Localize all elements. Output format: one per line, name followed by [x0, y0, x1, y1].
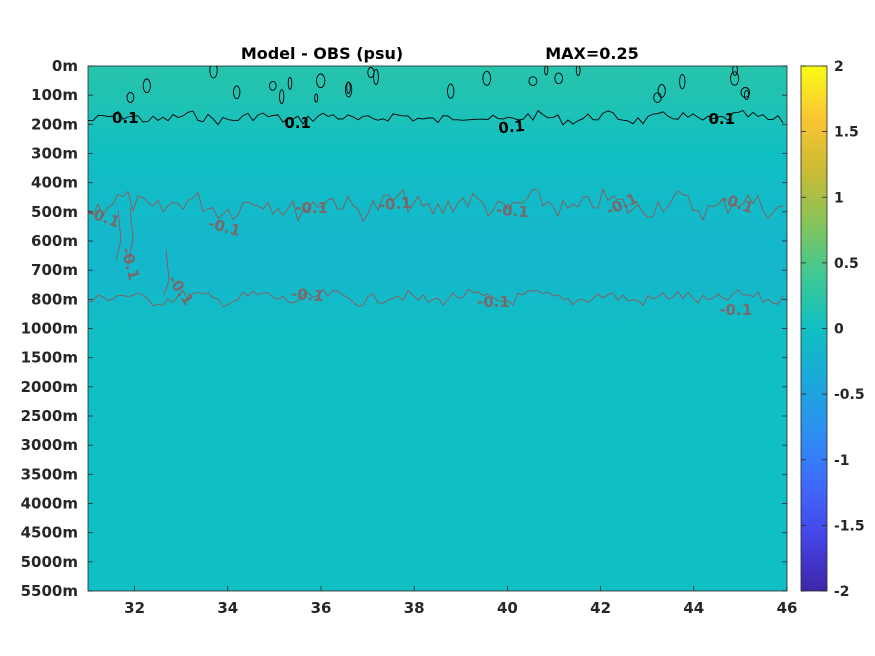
plot-area	[88, 66, 787, 591]
chart-title: Model - OBS (psu)	[241, 44, 403, 63]
x-tick-label: 42	[590, 599, 611, 617]
colorbar-tick-label: 0.5	[834, 256, 859, 272]
y-tick-label: 400m	[31, 174, 78, 192]
colorbar-tick-label: 2	[834, 59, 844, 75]
x-tick-label: 40	[497, 599, 518, 617]
contour-0.1-blob	[554, 72, 564, 85]
contour-0.1-blob	[740, 87, 751, 98]
contour-label: 0.1	[708, 110, 735, 128]
colorbar-tick-label: 0	[834, 322, 844, 338]
contour-0.1-blob	[730, 71, 740, 86]
contour-0.1-blob	[575, 66, 581, 77]
y-tick-label: 800m	[31, 290, 78, 308]
y-tick-label: 1500m	[21, 349, 78, 367]
colorbar-tick-label: -0.5	[834, 387, 865, 403]
y-tick-label: 700m	[31, 261, 78, 279]
x-tick-label: 36	[311, 599, 332, 617]
contour-label: -0.1	[290, 285, 324, 306]
contour-0.1-blob	[732, 66, 738, 76]
y-axis: 0m 100m 200m 300m 400m 500m 600m 700m 800m 1000m 1…	[21, 57, 787, 600]
contour-0.1-blob	[316, 73, 326, 89]
y-tick-label: 200m	[31, 115, 78, 133]
contour-0.1-blob	[528, 76, 538, 86]
colorbar-tick-label: 1.5	[834, 125, 859, 141]
colorbar-tick-label: -1	[834, 453, 850, 469]
y-tick-label: 300m	[31, 145, 78, 163]
y-tick-label: 4500m	[21, 524, 78, 542]
chart-subtitle-max: MAX=0.25	[545, 44, 639, 63]
contour-label: 0.1	[284, 114, 311, 132]
y-tick-label: 0m	[52, 57, 78, 75]
x-tick-label: 44	[683, 599, 704, 617]
x-tick-label: 38	[404, 599, 425, 617]
contour-minus-0.1-spike	[115, 209, 122, 261]
contour-0.1-blob	[233, 85, 241, 100]
contour-label: -0.1	[495, 201, 529, 222]
y-tick-label: 2000m	[21, 378, 78, 396]
contour-0.1-blob	[373, 68, 379, 86]
contour-0.1-line	[88, 109, 784, 126]
colorbar-tick-label: -1.5	[834, 518, 865, 534]
contour-0.1-blob	[482, 70, 492, 86]
contour-0.1-blob	[679, 73, 686, 90]
colorbar-tick-label: -2	[834, 584, 850, 600]
contour-label: -0.1	[719, 301, 752, 319]
y-tick-label: 4000m	[21, 495, 78, 513]
y-tick-label: 3500m	[21, 465, 78, 483]
x-tick-label: 32	[124, 599, 145, 617]
contour-label: -0.1	[477, 293, 510, 311]
x-tick-label: 46	[777, 599, 798, 617]
contour-0.1-blob	[743, 89, 750, 101]
y-tick-label: 1000m	[21, 320, 78, 338]
contour-0.1-blob	[287, 76, 293, 90]
contour-0.1-blob	[346, 81, 351, 94]
y-tick-label: 5500m	[21, 582, 78, 600]
contour-label: -0.1	[378, 194, 412, 215]
contour-0.1-blob	[314, 93, 319, 103]
y-tick-label: 3000m	[21, 436, 78, 454]
y-tick-label: 500m	[31, 203, 78, 221]
colorbar-tick-label: 1	[834, 190, 844, 206]
contour-0.1-blob	[447, 83, 455, 99]
y-tick-label: 100m	[31, 86, 78, 104]
contour-0.1-blob	[142, 78, 151, 94]
contour-0.1-blob	[657, 84, 666, 98]
contour-0.1-blob	[544, 66, 549, 76]
contour-0.1-blob	[209, 66, 218, 79]
contour-0.1-blob	[344, 81, 353, 98]
contour-label: -0.1	[295, 199, 328, 217]
x-tick-label: 34	[217, 599, 238, 617]
contour-label: 0.1	[112, 109, 139, 127]
y-tick-label: 5000m	[21, 553, 78, 571]
contour-0.1-blob	[279, 89, 285, 104]
contour-minus-0.1-spike	[163, 249, 170, 296]
contour-0.1-blob	[126, 91, 135, 103]
contour-lines	[88, 66, 784, 308]
x-axis: 32 34 36 38 40 42 44 46	[124, 586, 797, 617]
y-tick-label: 600m	[31, 232, 78, 250]
colorbar-ticks: 2 1.5 1 0.5 0 -0.5 -1 -1.5 -2	[801, 59, 865, 600]
contour-minus-0.1-spike	[127, 207, 134, 266]
contour-minus-0.1-lower-line	[88, 288, 784, 308]
y-tick-label: 2500m	[21, 407, 78, 425]
contour-label: 0.1	[497, 117, 525, 138]
contour-0.1-blob	[269, 80, 277, 91]
contour-minus-0.1-upper-line	[88, 187, 784, 223]
